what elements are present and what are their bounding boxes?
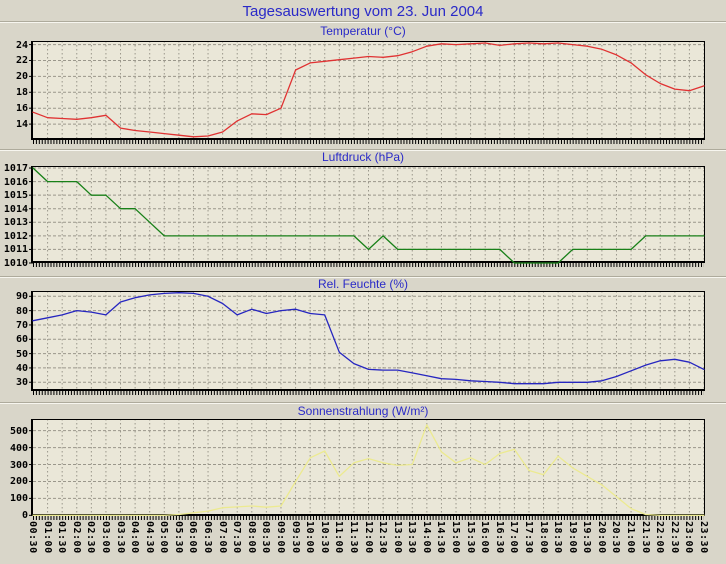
sun-series-line [32,424,705,516]
separator-line [0,276,726,278]
x-axis-label: 19:00 [566,521,578,554]
y-axis-label: 100 [9,493,28,505]
y-axis-label: 90 [15,291,28,303]
x-axis-label: 09:30 [289,521,301,554]
x-axis-label: 13:30 [406,521,418,554]
x-axis-label: 05:00 [158,521,170,554]
y-axis-label: 1013 [3,217,28,229]
separator-line [0,149,726,151]
y-axis-label: 18 [15,87,28,99]
x-axis-label: 14:00 [420,521,432,554]
x-axis-label: 04:30 [143,521,155,554]
x-axis-label: 06:30 [202,521,214,554]
page-title: Tagesauswertung vom 23. Jun 2004 [242,3,484,20]
separator-line [0,21,726,23]
x-axis-label: 11:00 [333,521,345,554]
chart-title-humidity: Rel. Feuchte (%) [317,277,409,291]
x-axis-label: 12:30 [377,521,389,554]
x-axis-label: 19:30 [581,521,593,554]
x-axis-label: 20:00 [595,521,607,554]
x-axis-label: 07:30 [231,521,243,554]
x-axis-label: 04:00 [129,521,141,554]
chart-title-pressure: Luftdruck (hPa) [321,150,405,164]
x-axis-label: 10:00 [304,521,316,554]
y-axis-label: 1016 [3,176,28,188]
x-axis-label: 09:00 [274,521,286,554]
y-axis-label: 1015 [3,190,28,202]
y-axis-label: 1010 [3,258,28,269]
separator-line [0,402,726,404]
x-axis-label: 10:30 [318,521,330,554]
x-axis-label: 23:00 [683,521,695,554]
y-axis-label: 14 [15,119,28,131]
pressure-chart [29,166,705,267]
y-axis-label: 24 [15,39,28,51]
chart-title-temperature: Temperatur (°C) [320,24,406,38]
x-axis-label: 03:30 [114,521,126,554]
x-axis-label: 02:00 [70,521,82,554]
x-axis-label: 14:30 [435,521,447,554]
x-axis-label: 06:00 [187,521,199,554]
x-axis-label: 02:30 [85,521,97,554]
y-axis-label: 1012 [3,230,28,242]
y-axis-label: 70 [15,319,28,331]
x-axis-label: 15:00 [450,521,462,554]
x-axis-label: 22:30 [668,521,680,554]
y-axis-label: 500 [9,425,28,437]
y-axis-label: 300 [9,459,28,471]
x-axis-label: 12:00 [362,521,374,554]
x-axis-label: 00:30 [27,521,38,554]
y-axis-label: 1011 [3,244,28,256]
x-axis-label: 17:00 [508,521,520,554]
x-axis-label: 21:00 [625,521,637,554]
y-axis-label: 16 [15,103,28,115]
y-axis-label: 1017 [3,163,28,175]
y-axis-label: 20 [15,71,28,83]
temperature-chart [29,41,705,144]
y-axis-label: 400 [9,442,28,454]
x-axis-label: 21:30 [639,521,651,554]
y-axis-label: 50 [15,348,28,360]
x-axis-label: 22:00 [654,521,666,554]
sun-chart [29,419,705,520]
temperature-series-line [32,42,705,138]
y-axis-label: 40 [15,362,28,374]
y-axis-label: 1014 [3,203,28,215]
y-axis-label: 22 [15,55,28,67]
y-axis-label: 0 [21,510,28,522]
x-axis-label: 20:30 [610,521,622,554]
x-axis-label: 08:30 [260,521,272,554]
x-axis-label: 16:30 [493,521,505,554]
x-axis-label: 18:00 [537,521,549,554]
x-axis-label: 07:00 [216,521,228,554]
pressure-series-line [32,167,705,264]
chart-title-sun: Sonnenstrahlung (W/m²) [297,404,429,418]
x-axis-label: 17:30 [522,521,534,554]
x-axis-label: 16:00 [479,521,491,554]
y-axis-label: 30 [15,377,28,389]
y-axis-label: 200 [9,476,28,488]
x-axis-label: 01:30 [56,521,68,554]
x-axis-label: 08:00 [245,521,257,554]
x-axis-label: 13:00 [391,521,403,554]
humidity-chart [29,291,705,395]
x-axis-label: 11:30 [347,521,359,554]
x-axis-label: 01:00 [41,521,53,554]
x-axis-label: 05:30 [172,521,184,554]
y-axis-label: 60 [15,334,28,346]
humidity-series-line [32,292,705,385]
x-axis-label: 18:30 [552,521,564,554]
y-axis-label: 80 [15,305,28,317]
x-axis-label: 23:30 [698,521,709,554]
x-axis-label: 03:00 [99,521,111,554]
x-axis-label: 15:30 [464,521,476,554]
